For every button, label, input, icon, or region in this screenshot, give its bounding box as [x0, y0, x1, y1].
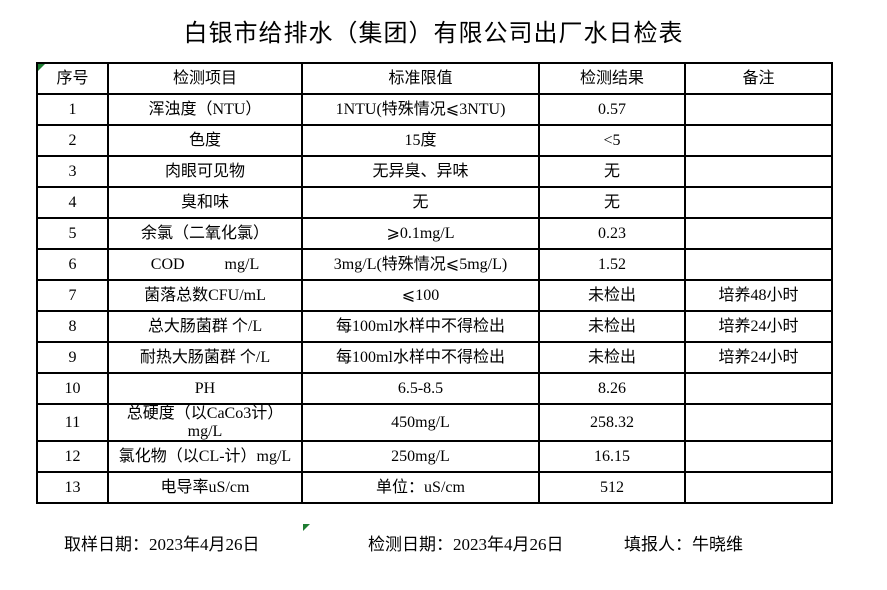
- excel-corner-marker-icon: [38, 64, 45, 71]
- cell-remark: [684, 440, 833, 474]
- cell-result: <5: [538, 124, 686, 157]
- cell-item: 总大肠菌群 个/L: [107, 310, 303, 343]
- cell-no: 6: [36, 248, 109, 281]
- cell-item: 臭和味: [107, 186, 303, 219]
- cell-limit: 15度: [301, 124, 540, 157]
- cell-no: 3: [36, 155, 109, 188]
- cell-remark: [684, 217, 833, 250]
- cell-no: 8: [36, 310, 109, 343]
- inspection-table: 序号 检测项目 标准限值 检测结果 备注 1 浑浊度（NTU） 1NTU(特殊情况⩽3NTU…: [36, 62, 833, 505]
- cell-no: 13: [36, 471, 109, 505]
- excel-bottom-marker-icon: [303, 524, 310, 531]
- cell-result: 258.32: [538, 402, 686, 443]
- cell-remark: [684, 93, 833, 126]
- table-row: 10 PH 6.5-8.5 8.26: [36, 372, 833, 405]
- cell-no: 11: [36, 402, 109, 443]
- table-row: 1 浑浊度（NTU） 1NTU(特殊情况⩽3NTU) 0.57: [36, 93, 833, 126]
- cell-limit: 每100ml水样中不得检出: [301, 310, 540, 343]
- cell-limit: ⩾0.1mg/L: [301, 217, 540, 250]
- cell-remark: [684, 402, 833, 443]
- cell-item: 电导率uS/cm: [107, 471, 303, 505]
- header-row: 序号 检测项目 标准限值 检测结果 备注: [36, 62, 833, 95]
- cell-item: 色度: [107, 124, 303, 157]
- cell-remark: 培养48小时: [684, 279, 833, 312]
- cell-no: 4: [36, 186, 109, 219]
- table-row: 11 总硬度（以CaCo3计）mg/L 450mg/L 258.32: [36, 402, 833, 443]
- cell-item: 肉眼可见物: [107, 155, 303, 188]
- cell-result: 无: [538, 186, 686, 219]
- cell-no: 5: [36, 217, 109, 250]
- cell-limit: 6.5-8.5: [301, 372, 540, 405]
- cell-result: 8.26: [538, 372, 686, 405]
- report-title: 白银市给排水（集团）有限公司出厂水日检表: [183, 21, 684, 47]
- column-header-1: 检测项目: [107, 62, 303, 95]
- table-row: 5 余氯（二氧化氯） ⩾0.1mg/L 0.23: [36, 217, 833, 250]
- column-header-2: 标准限值: [301, 62, 540, 95]
- table-row: 3 肉眼可见物 无异臭、异味无: [36, 155, 833, 188]
- cell-limit: 无: [301, 186, 540, 219]
- cell-no: 1: [36, 93, 109, 126]
- cell-item: 余氯（二氧化氯）: [107, 217, 303, 250]
- cell-result: 未检出: [538, 341, 686, 374]
- cell-remark: [684, 186, 833, 219]
- cell-remark: [684, 124, 833, 157]
- cell-item: 浑浊度（NTU）: [107, 93, 303, 126]
- cell-result: 无: [538, 155, 686, 188]
- table-row: 4 臭和味无无: [36, 186, 833, 219]
- cell-limit: 无异臭、异味: [301, 155, 540, 188]
- table-row: 12 氯化物（以CL-计）mg/L 250mg/L 16.15: [36, 440, 833, 474]
- table-row: 7 菌落总数CFU/mL ⩽100 未检出 培养48小时: [36, 279, 833, 312]
- cell-no: 7: [36, 279, 109, 312]
- cell-item: 氯化物（以CL-计）mg/L: [107, 440, 303, 474]
- cell-no: 9: [36, 341, 109, 374]
- cell-no: 10: [36, 372, 109, 405]
- column-header-0: 序号: [36, 62, 109, 95]
- cell-result: 0.23: [538, 217, 686, 250]
- cell-remark: 培养24小时: [684, 310, 833, 343]
- cell-item: 耐热大肠菌群 个/L: [107, 341, 303, 374]
- cell-item: COD mg/L: [107, 248, 303, 281]
- cell-limit: 250mg/L: [301, 440, 540, 474]
- cell-item: 总硬度（以CaCo3计）mg/L: [107, 402, 303, 443]
- table-wrap: 序号 检测项目 标准限值 检测结果 备注 1 浑浊度（NTU） 1NTU(特殊情况⩽3NTU…: [36, 62, 833, 531]
- cell-remark: 培养24小时: [684, 341, 833, 374]
- cell-limit: 3mg/L(特殊情况⩽5mg/L): [301, 248, 540, 281]
- cell-result: 0.57: [538, 93, 686, 126]
- sampling-date-text: 取样日期：2023年4月26日: [64, 535, 260, 554]
- table-row: 13 电导率uS/cm 单位：uS/cm 512: [36, 471, 833, 505]
- cell-result: 1.52: [538, 248, 686, 281]
- cell-limit: 1NTU(特殊情况⩽3NTU): [301, 93, 540, 126]
- table-body: 1 浑浊度（NTU） 1NTU(特殊情况⩽3NTU) 0.57 2 色度 15度 <5 3 肉眼可…: [36, 93, 833, 505]
- table-row: 6 COD mg/L 3mg/L(特殊情况⩽5mg/L) 1.52: [36, 248, 833, 281]
- column-header-4: 备注: [684, 62, 833, 95]
- test-date-text: 检测日期：2023年4月26日: [368, 535, 564, 554]
- cell-result: 未检出: [538, 279, 686, 312]
- cell-item: PH: [107, 372, 303, 405]
- cell-item: 菌落总数CFU/mL: [107, 279, 303, 312]
- column-header-3: 检测结果: [538, 62, 686, 95]
- cell-no: 12: [36, 440, 109, 474]
- table-row: 2 色度 15度 <5: [36, 124, 833, 157]
- cell-no: 2: [36, 124, 109, 157]
- cell-result: 16.15: [538, 440, 686, 474]
- cell-limit: 450mg/L: [301, 402, 540, 443]
- table-row: 8 总大肠菌群 个/L 每100ml水样中不得检出 未检出 培养24小时: [36, 310, 833, 343]
- cell-remark: [684, 155, 833, 188]
- table-row: 9 耐热大肠菌群 个/L 每100ml水样中不得检出 未检出 培养24小时: [36, 341, 833, 374]
- cell-remark: [684, 248, 833, 281]
- cell-result: 未检出: [538, 310, 686, 343]
- cell-result: 512: [538, 471, 686, 505]
- cell-limit: 单位：uS/cm: [301, 471, 540, 505]
- cell-limit: ⩽100: [301, 279, 540, 312]
- cell-remark: [684, 471, 833, 505]
- cell-limit: 每100ml水样中不得检出: [301, 341, 540, 374]
- reporter-text: 填报人：牛晓维: [624, 535, 743, 554]
- cell-remark: [684, 372, 833, 405]
